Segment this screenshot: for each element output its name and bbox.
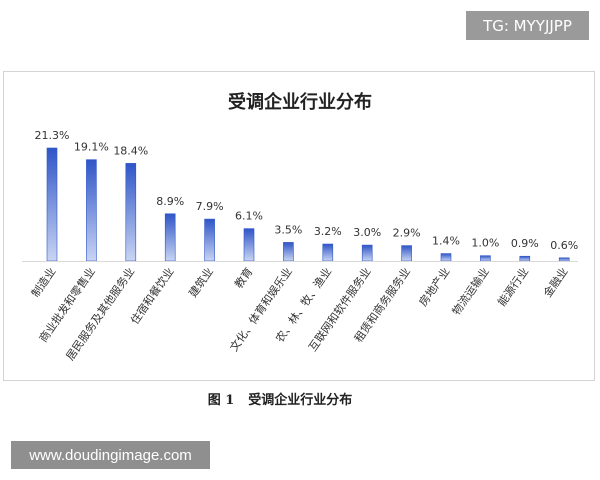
data-label: 3.5% bbox=[274, 223, 302, 236]
bar bbox=[243, 228, 255, 262]
watermark-tg: TG: MYYJJPP bbox=[466, 11, 589, 40]
data-label: 7.9% bbox=[196, 200, 224, 213]
data-label: 21.3% bbox=[35, 129, 70, 142]
data-label: 0.9% bbox=[511, 237, 539, 250]
figure-caption-text: 受调企业行业分布 bbox=[248, 393, 353, 408]
bar bbox=[558, 257, 570, 262]
data-label: 6.1% bbox=[235, 210, 263, 223]
category-label: 教育 bbox=[231, 265, 255, 291]
data-label: 19.1% bbox=[74, 141, 109, 154]
category-label: 能源行业 bbox=[495, 265, 532, 309]
data-label: 2.9% bbox=[393, 227, 421, 240]
data-label: 1.0% bbox=[471, 237, 499, 250]
data-label: 18.4% bbox=[113, 144, 148, 157]
category-label: 房地产业 bbox=[416, 265, 453, 309]
category-label: 居民服务及其他服务业 bbox=[64, 265, 138, 363]
data-label: 3.2% bbox=[314, 225, 342, 238]
bar bbox=[361, 244, 373, 262]
watermark-site: www.doudingimage.com bbox=[11, 441, 210, 469]
bar bbox=[164, 213, 176, 262]
bar bbox=[401, 245, 412, 262]
bar bbox=[46, 147, 58, 262]
figure-number: 图 1 bbox=[207, 393, 235, 408]
bar bbox=[440, 253, 452, 262]
category-label: 物流运输业 bbox=[449, 265, 492, 318]
category-label: 金融业 bbox=[540, 265, 570, 300]
category-label: 制造业 bbox=[28, 265, 58, 300]
bar bbox=[86, 159, 97, 262]
data-label: 8.9% bbox=[156, 195, 184, 208]
chart-frame bbox=[3, 71, 595, 381]
bar bbox=[480, 255, 491, 262]
data-label: 3.0% bbox=[353, 226, 381, 239]
bar bbox=[125, 163, 137, 262]
bar bbox=[519, 255, 531, 262]
bar bbox=[204, 218, 215, 262]
bar bbox=[322, 243, 334, 262]
chart-title: 受调企业行业分布 bbox=[228, 92, 372, 113]
bar bbox=[283, 242, 294, 262]
data-label: 0.6% bbox=[550, 239, 578, 252]
data-label: 1.4% bbox=[432, 235, 460, 248]
category-label: 建筑业 bbox=[186, 265, 216, 300]
figure-caption: 图 1 受调企业行业分布 bbox=[0, 389, 560, 408]
